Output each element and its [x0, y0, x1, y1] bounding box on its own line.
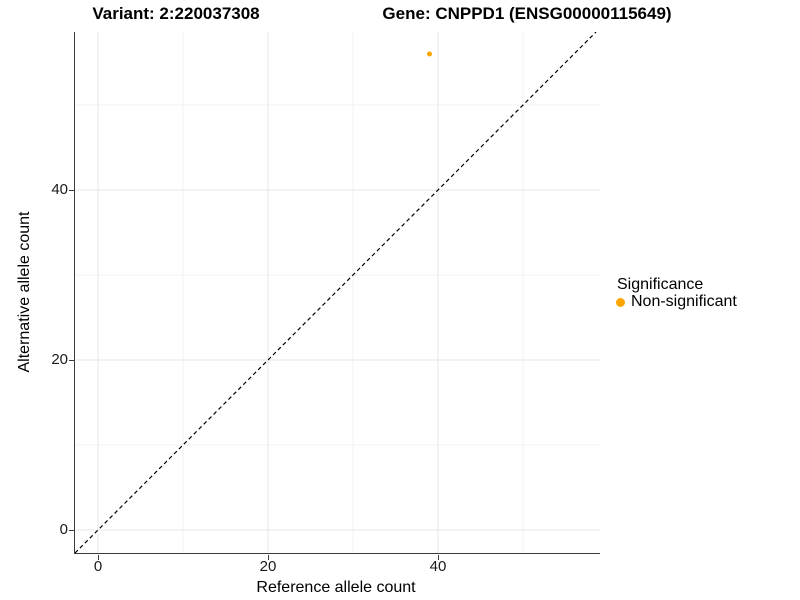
orange-dot-icon [616, 297, 625, 307]
legend-item-non-significant: Non-significant [616, 293, 737, 311]
plot-canvas [74, 32, 600, 553]
variant-title: Variant: 2:220037308 [92, 4, 260, 23]
y-axis-tick-40 [69, 189, 74, 191]
legend-item-label: Non-significant [631, 293, 737, 310]
x-tick-label-20: 20 [259, 558, 277, 575]
x-tick-label-40: 40 [429, 558, 447, 575]
plot-panel [73, 32, 600, 554]
x-axis-tick-40 [437, 554, 439, 560]
x-axis-tick-20 [267, 554, 269, 560]
y-axis-title: Alternative allele count [16, 211, 33, 373]
gene-title: Gene: CNPPD1 (ENSG00000115649) [382, 4, 672, 23]
x-tick-label-0: 0 [93, 558, 103, 575]
x-axis-title: Reference allele count [256, 579, 416, 596]
y-tick-label-40: 40 [51, 181, 68, 198]
y-tick-label-0: 0 [59, 521, 68, 538]
legend-title: Significance [617, 276, 704, 293]
y-tick-label-20: 20 [51, 351, 68, 368]
y-axis-tick-0 [69, 529, 74, 531]
x-axis-tick-0 [97, 554, 99, 560]
y-axis-tick-20 [69, 359, 74, 361]
